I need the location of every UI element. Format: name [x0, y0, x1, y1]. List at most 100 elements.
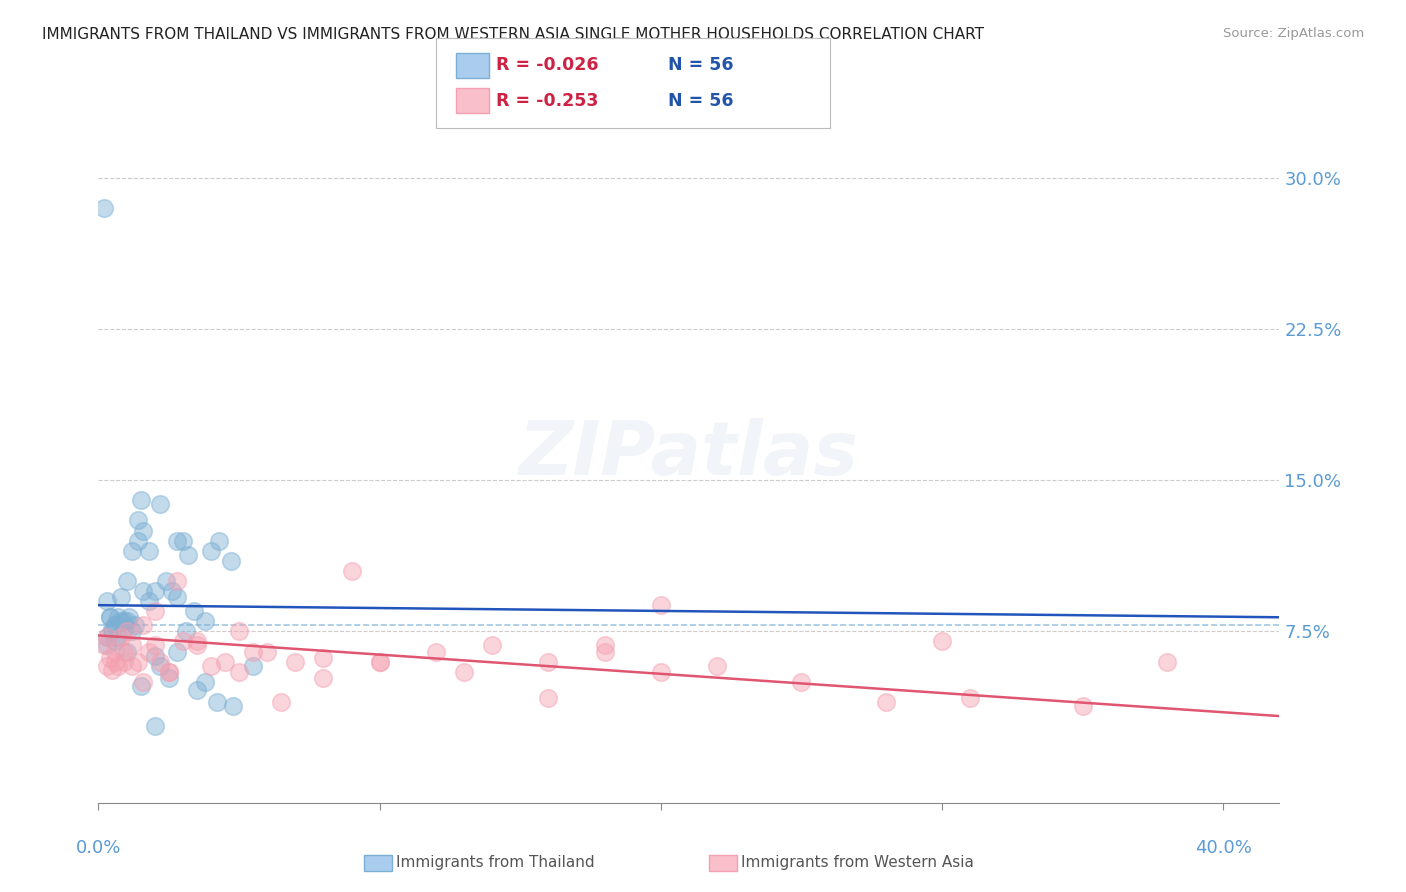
Point	[155, 574, 177, 588]
Point	[1156, 655, 1178, 669]
Point	[138, 543, 160, 558]
Point	[172, 634, 194, 648]
Point	[115, 644, 138, 658]
Point	[104, 634, 127, 648]
Point	[149, 497, 172, 511]
Text: Immigrants from Thailand: Immigrants from Thailand	[396, 855, 595, 870]
Point	[166, 574, 188, 588]
Point	[127, 513, 149, 527]
Point	[875, 695, 897, 709]
Point	[96, 631, 118, 645]
Point	[110, 615, 132, 629]
Text: ZIPatlas: ZIPatlas	[519, 418, 859, 491]
Point	[115, 615, 138, 629]
Point	[127, 655, 149, 669]
Point	[242, 658, 264, 673]
Point	[166, 590, 188, 604]
Point	[96, 594, 118, 608]
Point	[593, 639, 616, 653]
Point	[107, 610, 129, 624]
Point	[157, 665, 180, 679]
Text: Source: ZipAtlas.com: Source: ZipAtlas.com	[1223, 27, 1364, 40]
Point	[115, 574, 138, 588]
Point	[104, 644, 127, 658]
Point	[790, 674, 813, 689]
Point	[368, 655, 391, 669]
Point	[177, 548, 200, 562]
Point	[121, 658, 143, 673]
Point	[186, 682, 208, 697]
Point	[98, 650, 121, 665]
Point	[138, 594, 160, 608]
Point	[425, 644, 447, 658]
Point	[650, 665, 672, 679]
Point	[112, 644, 135, 658]
Text: N = 56: N = 56	[668, 92, 734, 110]
Point	[157, 671, 180, 685]
Point	[149, 658, 172, 673]
Point	[706, 658, 728, 673]
Point	[110, 631, 132, 645]
Point	[104, 618, 127, 632]
Point	[112, 615, 135, 629]
Text: IMMIGRANTS FROM THAILAND VS IMMIGRANTS FROM WESTERN ASIA SINGLE MOTHER HOUSEHOLD: IMMIGRANTS FROM THAILAND VS IMMIGRANTS F…	[42, 27, 984, 42]
Point	[121, 543, 143, 558]
Point	[312, 671, 335, 685]
Point	[143, 584, 166, 599]
Point	[368, 655, 391, 669]
Point	[537, 690, 560, 705]
Point	[453, 665, 475, 679]
Point	[214, 655, 236, 669]
Point	[157, 665, 180, 679]
Text: 0.0%: 0.0%	[76, 839, 121, 857]
Point	[172, 533, 194, 548]
Point	[205, 695, 228, 709]
Point	[118, 610, 141, 624]
Point	[166, 533, 188, 548]
Point	[112, 655, 135, 669]
Text: R = -0.026: R = -0.026	[496, 56, 599, 74]
Point	[132, 524, 155, 538]
Point	[593, 644, 616, 658]
Point	[107, 631, 129, 645]
Point	[200, 658, 222, 673]
Point	[101, 663, 124, 677]
Point	[143, 604, 166, 618]
Point	[101, 624, 124, 639]
Point	[115, 624, 138, 639]
Point	[121, 624, 143, 639]
Point	[104, 655, 127, 669]
Point	[107, 658, 129, 673]
Text: N = 56: N = 56	[668, 56, 734, 74]
Point	[132, 674, 155, 689]
Point	[143, 639, 166, 653]
Point	[124, 618, 146, 632]
Point	[208, 533, 231, 548]
Point	[340, 564, 363, 578]
Point	[98, 610, 121, 624]
Point	[270, 695, 292, 709]
Point	[242, 644, 264, 658]
Point	[959, 690, 981, 705]
Point	[481, 639, 503, 653]
Point	[96, 639, 118, 653]
Point	[650, 598, 672, 612]
Point	[1071, 698, 1094, 713]
Point	[256, 644, 278, 658]
Point	[194, 615, 217, 629]
Point	[101, 623, 124, 637]
Point	[98, 610, 121, 624]
Point	[121, 639, 143, 653]
Point	[200, 543, 222, 558]
Point	[96, 658, 118, 673]
Point	[312, 650, 335, 665]
Point	[931, 634, 953, 648]
Point	[186, 639, 208, 653]
Point	[228, 624, 250, 639]
Point	[194, 674, 217, 689]
Text: Immigrants from Western Asia: Immigrants from Western Asia	[741, 855, 974, 870]
Point	[149, 655, 172, 669]
Point	[132, 618, 155, 632]
Point	[138, 644, 160, 658]
Point	[127, 533, 149, 548]
